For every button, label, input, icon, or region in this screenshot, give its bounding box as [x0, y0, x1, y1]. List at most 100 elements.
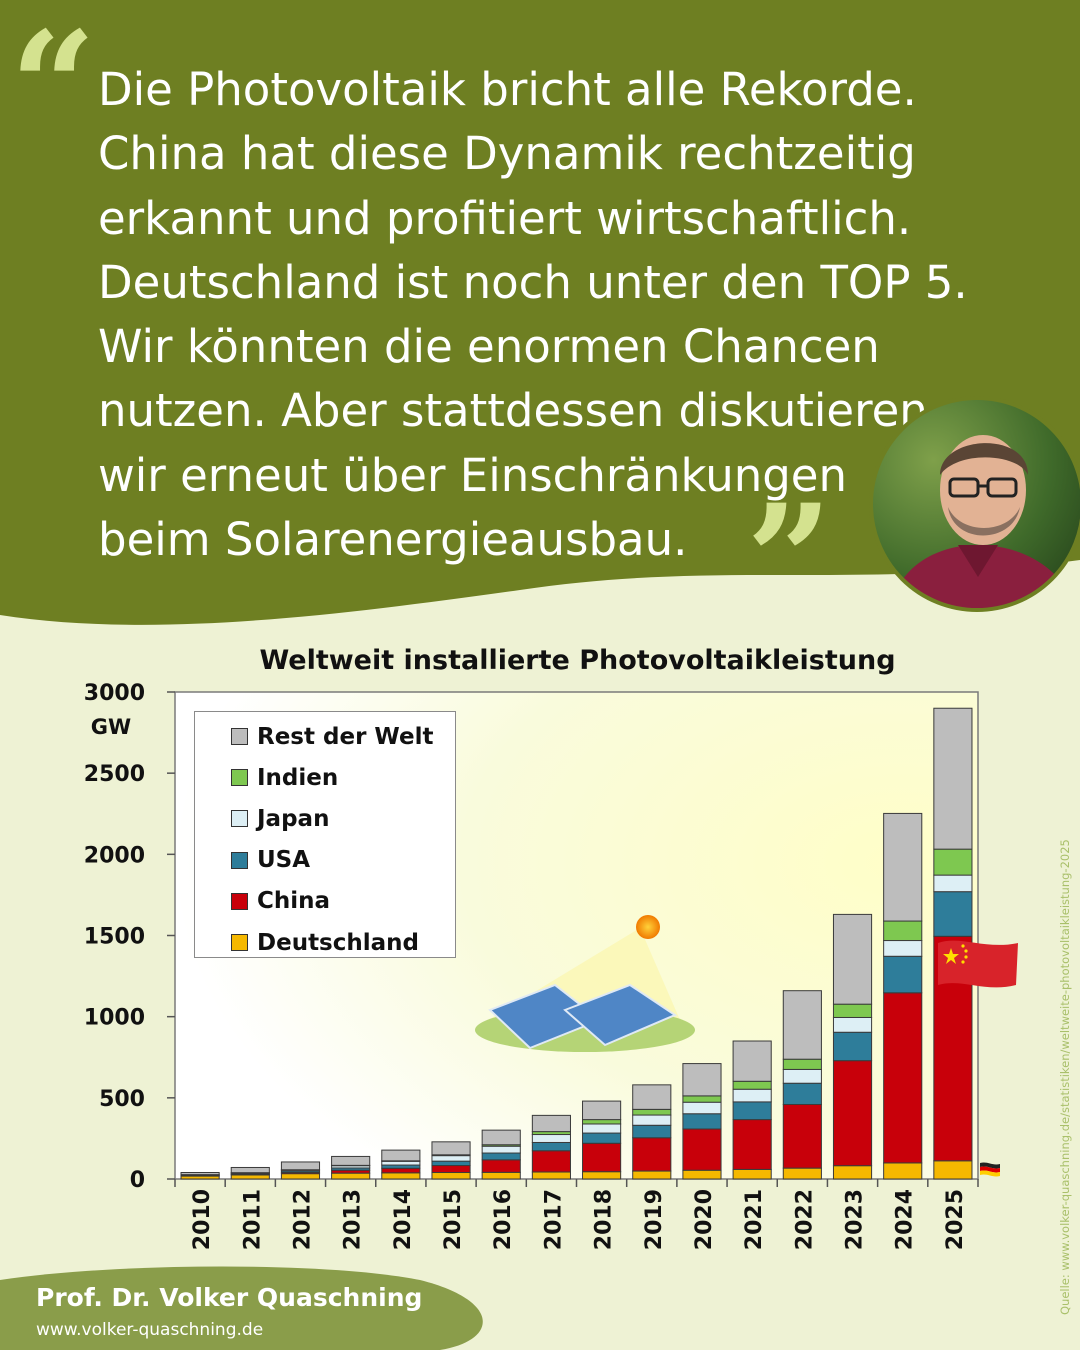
bar-segment	[782, 990, 822, 1060]
legend-swatch	[231, 934, 248, 952]
legend-label: Japan	[257, 805, 330, 832]
quote-line: Die Photovoltaik bricht alle Rekorde.	[98, 63, 917, 116]
legend-item-usa: USA	[195, 840, 455, 881]
bar-segment	[582, 1123, 622, 1134]
bar-segment	[280, 1161, 321, 1171]
bar-segment	[832, 1031, 873, 1062]
solar-illustration	[475, 915, 695, 1052]
bar-segment	[782, 1058, 822, 1070]
bar-segment	[431, 1165, 471, 1174]
y-tick-label: 500	[99, 1087, 145, 1112]
bar-segment	[531, 1150, 571, 1173]
bar-segment	[933, 1160, 973, 1180]
bar-segment	[883, 992, 923, 1164]
author-name: Prof. Dr. Volker Quaschning	[36, 1283, 423, 1312]
bar-segment	[582, 1171, 622, 1180]
bar-segment	[230, 1174, 270, 1180]
y-tick-label: 1500	[84, 925, 145, 950]
quote-line: beim Solarenergieausbau.	[98, 513, 688, 567]
bar-segment	[582, 1132, 622, 1144]
bars	[180, 707, 973, 1180]
author-portrait	[869, 396, 1080, 612]
bar-segment	[732, 1119, 772, 1170]
y-tick-label: 2000	[84, 843, 145, 868]
bar-segment	[481, 1159, 521, 1173]
chart-legend: Rest der Welt Indien Japan USA China Deu…	[194, 711, 456, 958]
bar-segment	[883, 1162, 923, 1180]
legend-swatch	[231, 728, 248, 746]
bar-segment	[280, 1173, 321, 1180]
legend-swatch	[231, 892, 248, 910]
legend-label: USA	[257, 847, 311, 874]
y-tick-label: 3000	[84, 681, 145, 706]
bar-segment	[782, 1103, 822, 1169]
quote-line: China hat diese Dynamik rechtzeitig	[98, 127, 916, 181]
y-tick-label: 2500	[84, 762, 145, 787]
bar-segment	[381, 1167, 421, 1174]
bar-segment	[582, 1100, 622, 1121]
x-tick-label: 2013	[341, 1189, 366, 1250]
bar-segment	[782, 1167, 822, 1180]
x-tick-label: 2018	[592, 1189, 617, 1250]
bar-segment	[782, 1068, 822, 1084]
bar-segment	[481, 1152, 521, 1161]
bar-segment	[331, 1172, 371, 1180]
bar-segment	[230, 1166, 270, 1174]
legend-item-rest-der-welt: Rest der Welt	[195, 716, 455, 757]
legend-item-indien: Indien	[195, 757, 455, 798]
quote-line: Deutschland ist noch unter den TOP 5.	[98, 255, 968, 309]
source-note: Quelle: www.volker-quaschning.de/statist…	[1058, 839, 1072, 1315]
chart-title: Weltweit installierte Photovoltaikleistu…	[259, 645, 896, 676]
y-tick-label: 0	[130, 1168, 145, 1193]
bar-segment	[682, 1113, 722, 1130]
bar-segment	[732, 1101, 772, 1121]
legend-label: Indien	[257, 764, 339, 791]
bar-segment	[632, 1108, 672, 1116]
bar-segment	[180, 1172, 220, 1176]
quote-text: Die Photovoltaik bricht alle Rekorde. Ch…	[98, 58, 998, 572]
bar-segment	[682, 1095, 722, 1103]
bar-segment	[431, 1155, 471, 1162]
quote-line: Wir könnten die enormen Chancen	[98, 320, 880, 374]
bar-segment	[883, 955, 923, 994]
bar-segment	[381, 1172, 421, 1180]
x-tick-label: 2025	[943, 1189, 968, 1250]
author-url[interactable]: www.volker-quaschning.de	[36, 1320, 264, 1340]
legend-label: China	[257, 888, 331, 915]
x-tick-label: 2020	[692, 1189, 717, 1250]
bar-segment	[832, 1165, 873, 1180]
bar-segment	[782, 1082, 822, 1105]
bar-segment	[832, 1060, 873, 1167]
bar-segment	[682, 1063, 722, 1097]
bar-segment	[481, 1145, 521, 1154]
x-tick-label: 2017	[541, 1189, 566, 1250]
bar-segment	[883, 812, 923, 922]
bar-segment	[933, 848, 973, 876]
close-quote-icon: ”	[746, 472, 833, 648]
bar-segment	[883, 920, 923, 942]
bar-segment	[832, 1016, 873, 1033]
sun-icon	[636, 915, 660, 939]
x-tick-label: 2014	[391, 1189, 416, 1250]
bar-segment	[933, 891, 973, 937]
bar-segment	[331, 1155, 371, 1166]
bar-segment	[632, 1170, 672, 1180]
quote-line: nutzen. Aber stattdessen diskutieren	[98, 384, 928, 438]
bar-segment	[481, 1171, 521, 1180]
bar-segment	[531, 1141, 571, 1152]
bar-segment	[381, 1149, 421, 1162]
bar-segment	[832, 1003, 873, 1018]
quote-line: wir erneut über Einschränkungen	[98, 448, 848, 502]
bar-segment	[632, 1137, 672, 1172]
quote-line: erkannt und profitiert wirtschaftlich.	[98, 191, 912, 245]
bar-segment	[682, 1169, 722, 1180]
legend-swatch	[231, 810, 248, 828]
bar-segment	[732, 1080, 772, 1090]
y-tick-label: 1000	[84, 1006, 145, 1031]
bar-segment	[883, 940, 923, 957]
footer-blob	[0, 1266, 483, 1350]
bar-segment	[732, 1040, 772, 1082]
bar-segment	[381, 1160, 421, 1166]
bar-segment	[682, 1101, 722, 1115]
bar-segment	[582, 1119, 622, 1125]
